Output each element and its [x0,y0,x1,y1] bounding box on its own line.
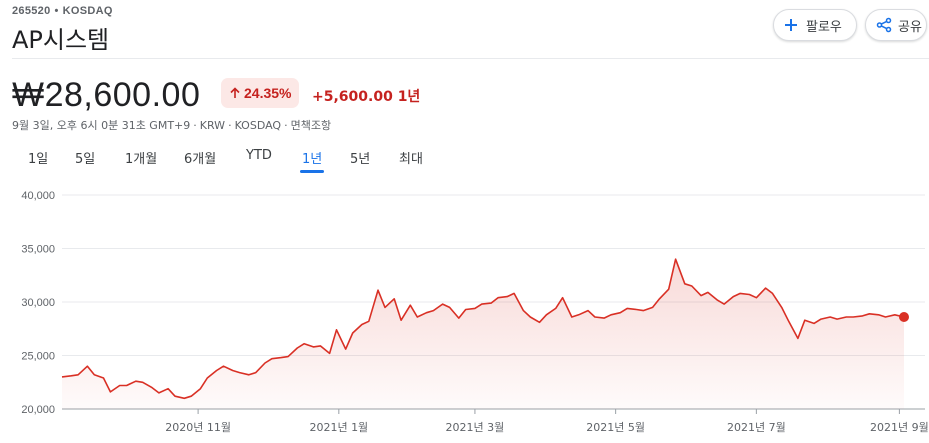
x-tick-label: 2021년 9월 [870,421,929,434]
y-tick-label: 35,000 [21,244,55,256]
y-axis-labels: 40,000 35,000 30,000 25,000 20,000 [21,190,55,416]
x-tick-label: 2021년 1월 [309,421,368,434]
x-tick-label: 2021년 5월 [586,421,645,434]
x-tick-label: 2021년 3월 [446,421,505,434]
price-chart: 40,000 35,000 30,000 25,000 20,000 2020년 11월… [21,190,929,434]
x-tick-label: 2020년 11월 [165,421,231,434]
y-tick-label: 30,000 [21,297,55,309]
tab-5d[interactable]: 5일 [75,152,96,167]
header-divider [12,58,929,59]
y-tick-label: 40,000 [21,190,55,202]
follow-label: 팔로우 [806,19,842,35]
price-area [62,259,904,409]
current-price: ₩28,600.00 [12,76,201,114]
x-tick-label: 2021년 7월 [727,421,786,434]
change-amount: +5,600.00 1년 [312,89,421,105]
quote-currency: KRW [199,119,226,132]
tab-ytd[interactable]: YTD [246,148,272,163]
quote-meta: 9월 3일, 오후 6시 0분 31초 GMT+9 · KRW · KOSDAQ · 면책조… [12,119,332,132]
follow-button[interactable]: 팔로우 [773,9,857,41]
change-percent-badge: 24.35% [221,78,300,108]
exchange-name: KOSDAQ [62,5,113,17]
tab-5y[interactable]: 5년 [350,152,371,167]
company-name: AP시스템 [12,26,110,54]
ticker-separator: • [54,5,59,17]
x-axis-labels: 2020년 11월 2021년 1월 2021년 3월 2021년 5월 2021년 7… [165,409,929,434]
tab-1m[interactable]: 1개월 [125,152,158,167]
disclaimer-link[interactable]: 면책조항 [290,119,332,132]
tab-6m[interactable]: 6개월 [184,152,217,167]
tab-1y[interactable]: 1년 [299,148,325,173]
share-button[interactable]: 공유 [865,9,927,41]
quote-exchange: KOSDAQ [234,119,282,132]
ticker-symbol: 265520 [12,5,51,17]
share-label: 공유 [898,19,922,35]
arrow-up-icon [230,87,240,98]
change-percent: 24.35% [244,85,292,101]
plus-icon [785,19,797,31]
quote-timestamp: 9월 3일, 오후 6시 0분 31초 GMT+9 [12,119,191,132]
tab-max[interactable]: 최대 [399,152,423,167]
price-line [61,258,905,400]
share-icon [876,17,892,33]
y-tick-label: 20,000 [21,404,55,416]
y-tick-label: 25,000 [21,351,55,363]
tab-1d[interactable]: 1일 [28,152,49,167]
last-price-point [899,312,909,322]
ticker-line: 265520 • KOSDAQ [12,5,113,17]
